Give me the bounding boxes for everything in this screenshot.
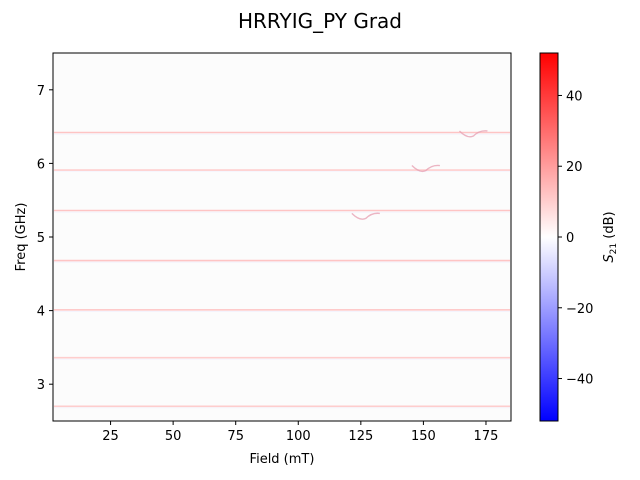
x-tick-label: 50 — [165, 429, 182, 444]
x-tick-label: 75 — [227, 429, 244, 444]
y-axis-label: Freq (GHz) — [14, 203, 29, 272]
y-tick-label: 6 — [37, 157, 45, 172]
y-tick-label: 4 — [37, 305, 45, 320]
anomaly-mark — [351, 212, 380, 220]
plot-area — [52, 52, 512, 422]
y-tick-label: 5 — [37, 231, 45, 246]
colorbar-label: S21 (dB) — [602, 211, 619, 262]
y-axis-ticks: 3 4 5 6 7 — [37, 84, 53, 393]
colorbar-label-suffix: (dB) — [602, 211, 617, 242]
x-axis-ticks: 25 50 75 100 125 150 175 — [102, 421, 498, 444]
colorbar-gradient — [539, 52, 559, 422]
x-tick-label: 150 — [411, 429, 436, 444]
x-tick-label: 125 — [348, 429, 373, 444]
colorbar-tick-label: 0 — [566, 231, 574, 246]
colorbar-tick-label: −20 — [566, 302, 593, 317]
colorbar: −40 −20 0 20 40 S21 (dB) — [539, 52, 619, 422]
colorbar-tick-label: 20 — [566, 160, 583, 175]
chart-title: HRRYIG_PY Grad — [238, 9, 402, 33]
anomaly-mark — [458, 130, 488, 138]
anomalies — [351, 130, 488, 220]
colorbar-label-main: S — [602, 254, 617, 262]
anomaly-mark — [411, 164, 440, 173]
y-tick-label: 7 — [37, 84, 45, 99]
colorbar-label-sub: 21 — [609, 243, 619, 254]
plot-background — [53, 53, 511, 421]
y-tick-label: 3 — [37, 378, 45, 393]
x-tick-label: 25 — [102, 429, 119, 444]
ridge-lines — [54, 131, 510, 409]
colorbar-tick-label: −40 — [566, 373, 593, 388]
colorbar-ticks: −40 −20 0 20 40 — [558, 89, 593, 388]
x-tick-label: 175 — [474, 429, 499, 444]
x-axis-label: Field (mT) — [250, 452, 315, 467]
colorbar-tick-label: 40 — [566, 89, 583, 104]
x-tick-label: 100 — [286, 429, 311, 444]
